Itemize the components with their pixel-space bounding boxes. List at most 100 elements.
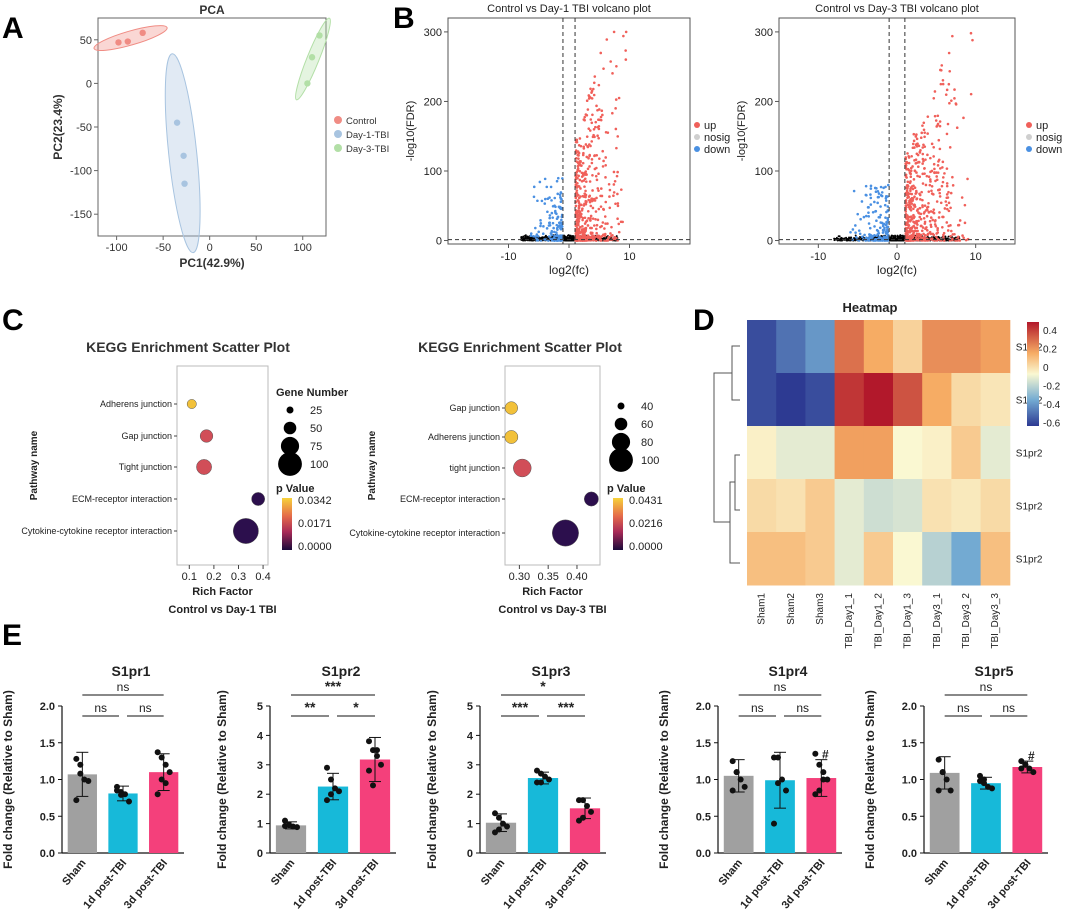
s1pr2-y-tick-label: 5: [257, 701, 263, 713]
panel-letter-c: C: [2, 304, 24, 337]
s1pr2-data-point: [286, 821, 292, 828]
volcano1-point-up: [590, 121, 594, 125]
volcano2-point-nosig: [896, 235, 899, 238]
volcano2-point-up: [922, 216, 926, 220]
s1pr1-data-point: [154, 791, 161, 798]
volcano1-point-up: [608, 206, 612, 210]
s1pr1-data-point: [162, 761, 169, 768]
s1pr3-data-point: [496, 814, 502, 821]
pca-point: [316, 32, 323, 39]
volcano2-point-up: [915, 137, 919, 141]
s1pr2-y-tick-label: 0: [257, 848, 263, 860]
volcano1-point-down: [555, 226, 559, 230]
volcano2-point-up: [938, 147, 942, 151]
volcano1-point-up: [606, 222, 609, 225]
volcano1-point-up: [584, 199, 588, 203]
pca-legend-label: Day-1-TBI: [346, 130, 389, 141]
kegg2-dot: [513, 458, 532, 478]
kegg1-dot: [251, 492, 265, 506]
s1pr5-data-point: [989, 785, 995, 792]
s1pr1-significance-label: ns: [117, 680, 130, 694]
volcano2-point-up: [910, 202, 914, 205]
volcano2-point-up: [969, 31, 973, 35]
s1pr3-y-tick-label: 3: [467, 760, 473, 772]
volcano1-point-up: [614, 127, 618, 131]
volcano2-point-up: [944, 93, 948, 96]
volcano2-point-up: [929, 216, 933, 219]
volcano2-point-up: [906, 180, 910, 184]
s1pr4-data-point: [741, 783, 748, 790]
volcano2-y-tick-label: 100: [755, 166, 773, 178]
volcano1-point-up: [574, 184, 578, 188]
volcano1-point-up: [589, 216, 592, 220]
volcano1-point-up: [575, 170, 579, 174]
volcano2-point-up: [918, 193, 922, 197]
s1pr5-significance-label: ns: [1002, 701, 1015, 715]
volcano2-point-up: [916, 208, 920, 211]
s1pr3-data-point: [580, 814, 586, 821]
kegg1-size-legend-dot: [286, 406, 294, 414]
s1pr5-y-tick-label: 1.0: [902, 775, 917, 787]
volcano1-point-up: [586, 145, 590, 149]
heatmap-colorbar-label: 0: [1043, 363, 1049, 374]
volcano2-point-up: [922, 128, 926, 132]
heatmap-dendrogram-branch: [734, 454, 740, 511]
volcano1-point-up: [581, 153, 585, 157]
volcano2-point-up: [906, 152, 909, 155]
volcano1-point-up: [585, 155, 589, 159]
pca-title: PCA: [199, 3, 225, 17]
s1pr3-y-tick-label: 2: [467, 789, 473, 801]
volcano2-point-up: [941, 82, 945, 86]
kegg1-category-label: Gap junction: [121, 431, 172, 441]
volcano1-point-down: [552, 226, 555, 230]
s1pr3-y-tick-label: 4: [467, 730, 474, 742]
volcano1-point-up: [617, 222, 621, 226]
volcano1-point-up: [589, 231, 593, 234]
kegg2-category-label: ECM-receptor interaction: [400, 494, 500, 504]
volcano2-point-up: [921, 182, 925, 185]
kegg2-size-legend-dot: [614, 417, 628, 431]
volcano1-point-down: [559, 221, 563, 224]
volcano2-point-up: [933, 114, 937, 118]
volcano1-legend-swatch: [694, 134, 700, 140]
volcano2-point-up: [920, 190, 923, 194]
volcano2-point-nosig: [896, 238, 899, 241]
heatmap-cell: [747, 532, 777, 586]
volcano2-point-up: [921, 172, 925, 176]
heatmap-cell: [893, 373, 923, 427]
volcano1-point-up: [584, 143, 588, 146]
volcano2-point-up: [932, 211, 936, 215]
volcano2-point-up: [915, 171, 918, 174]
volcano2-point-up: [923, 145, 927, 148]
volcano2-point-up: [906, 193, 910, 197]
s1pr1-data-point: [77, 761, 84, 768]
volcano1-point-down: [549, 185, 553, 189]
volcano1-point-nosig: [529, 238, 532, 241]
volcano1-point-up: [575, 189, 579, 192]
s1pr4-data-point: [812, 750, 819, 757]
volcano1-point-down: [542, 225, 545, 228]
volcano2-point-down: [863, 233, 866, 237]
volcano1-point-up: [596, 134, 599, 138]
kegg2-colorbar: [613, 498, 623, 550]
s1pr3-data-point: [546, 776, 552, 783]
s1pr1-y-tick-label: 2.0: [40, 701, 55, 713]
volcano1-point-down: [559, 195, 562, 199]
volcano2-point-up: [932, 233, 936, 237]
s1pr2-data-point: [378, 761, 384, 768]
volcano2-point-up: [904, 232, 908, 235]
volcano1-point-down: [560, 223, 563, 227]
pca-legend-swatch: [334, 116, 342, 124]
s1pr3-data-point: [588, 808, 594, 815]
s1pr1-y-label: Fold change (Relative to Sham): [1, 690, 15, 869]
volcano1-point-up: [581, 225, 584, 228]
volcano2-point-up: [963, 203, 967, 207]
volcano1-point-up: [601, 221, 605, 224]
volcano2-point-up: [909, 172, 913, 176]
heatmap-cell: [747, 320, 777, 374]
pca-y-label: PC2(23.4%): [51, 94, 65, 159]
volcano2-point-up: [926, 205, 930, 209]
volcano1-y-label: -log10(FDR): [405, 101, 417, 162]
heatmap-cell: [893, 532, 923, 586]
